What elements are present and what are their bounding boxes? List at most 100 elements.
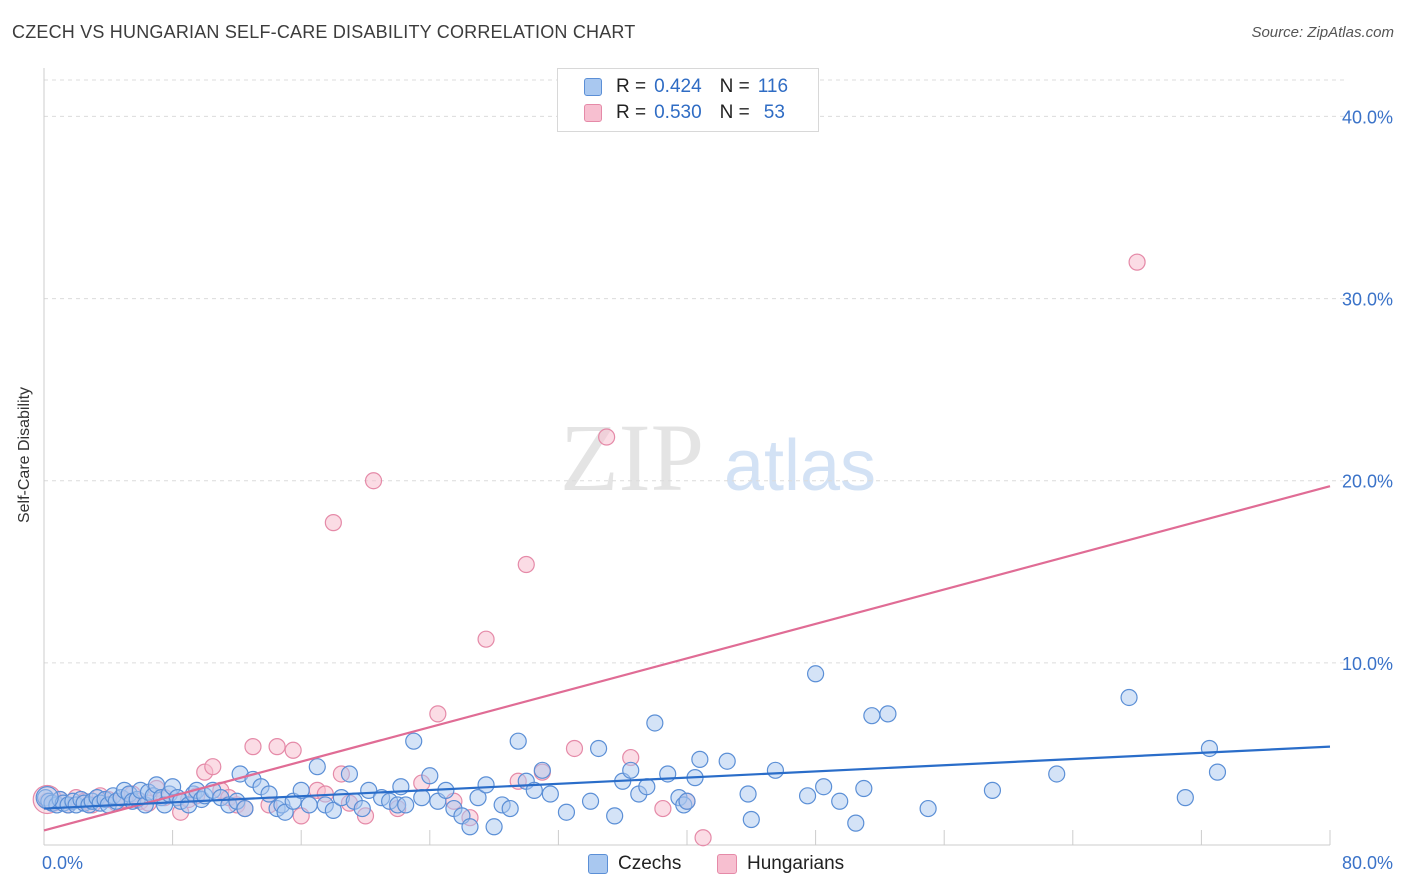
hungarian-point	[1128, 253, 1146, 271]
czech-point	[324, 801, 342, 819]
czech-point	[691, 750, 709, 768]
czech-point	[1176, 789, 1194, 807]
czech-point	[461, 818, 479, 836]
czech-point	[1120, 688, 1138, 707]
y-tick-label: 40.0%	[1342, 107, 1393, 127]
czech-point	[798, 787, 817, 805]
czech-point	[421, 767, 439, 785]
czech-point	[360, 781, 378, 799]
czech-point	[581, 792, 600, 810]
hungarians-legend-swatch	[717, 854, 737, 874]
y-tick-label: 10.0%	[1342, 654, 1393, 674]
y-axis-label: Self-Care Disability	[16, 386, 33, 524]
czech-point	[397, 796, 415, 814]
czech-point	[469, 789, 487, 807]
czech-point	[879, 705, 897, 723]
czech-point	[501, 799, 519, 818]
czech-point	[557, 803, 576, 821]
legend-r-value: 0.530	[654, 102, 702, 123]
legend-n-value: 116	[757, 76, 789, 97]
czech-point	[477, 776, 495, 794]
czech-point	[739, 785, 757, 803]
y-axis-label-wrap: Self-Care Disability	[16, 319, 34, 523]
czech-point	[533, 761, 551, 779]
czech-point	[863, 707, 881, 725]
bottom-legend-czechs: Czechs	[588, 851, 681, 877]
czech-point	[646, 714, 664, 732]
hungarians-trendline	[43, 485, 1331, 832]
czech-point	[1208, 763, 1227, 781]
hungarian-point	[429, 705, 447, 723]
hungarians-points	[32, 253, 1146, 847]
czech-point	[405, 732, 423, 750]
czech-point	[831, 792, 849, 810]
watermark-zip: ZIP	[560, 404, 704, 511]
y-tick-label: 20.0%	[1342, 472, 1393, 492]
hungarian-point	[694, 829, 712, 847]
grid	[44, 79, 1348, 664]
hungarian-point	[244, 738, 262, 756]
y-tick-labels: 10.0% 20.0% 30.0% 40.0%	[1342, 107, 1393, 673]
hungarian-point	[268, 738, 286, 756]
czech-point	[678, 792, 696, 810]
czech-point	[1048, 765, 1066, 783]
legend-r-value: 0.424	[654, 76, 702, 97]
y-tick-label: 30.0%	[1342, 290, 1393, 310]
czech-point	[292, 781, 310, 799]
czech-point	[1200, 739, 1219, 758]
hungarian-point	[284, 741, 302, 759]
legend-n-label: N =	[719, 102, 750, 123]
czechs-legend-swatch	[588, 854, 608, 874]
czech-point	[509, 732, 527, 750]
czech-point	[308, 758, 326, 776]
trendlines	[43, 485, 1331, 832]
czech-point	[815, 778, 833, 796]
x-tick-label: 80.0%	[1342, 853, 1393, 873]
hungarian-point	[204, 758, 222, 776]
czech-point	[485, 818, 503, 836]
czech-point	[983, 781, 1002, 799]
czech-point	[589, 739, 608, 758]
czech-point-cluster	[35, 786, 59, 810]
axes	[43, 68, 1331, 846]
hungarians-legend-label: Hungarians	[747, 853, 845, 874]
czechs-swatch	[584, 78, 602, 96]
legend-n-label: N =	[719, 76, 750, 97]
watermark-atlas: atlas	[724, 426, 876, 506]
czechs-trendline	[43, 745, 1331, 810]
czech-point	[413, 789, 431, 807]
hungarian-point	[517, 555, 535, 574]
x-tick-label: 0.0%	[42, 853, 83, 873]
hungarian-point	[324, 514, 342, 532]
czech-point	[919, 799, 937, 818]
czech-point	[525, 781, 543, 799]
hungarian-point	[364, 472, 383, 490]
czech-point	[847, 814, 865, 832]
hungarian-point	[477, 630, 495, 648]
czech-point	[541, 785, 559, 803]
czech-point	[622, 761, 640, 779]
chart-title: CZECH VS HUNGARIAN SELF-CARE DISABILITY …	[12, 22, 636, 42]
czech-point	[638, 778, 656, 796]
czech-point	[340, 765, 359, 783]
chart-source: Source: ZipAtlas.com	[1251, 24, 1394, 41]
correlation-legend: R = 0.424 N = 116 R = 0.530 N = 53	[557, 68, 819, 132]
czech-point	[806, 665, 825, 683]
czech-point	[236, 799, 254, 818]
czech-point	[855, 779, 873, 798]
legend-row-hungarians: R = 0.530 N = 53	[584, 101, 791, 125]
czech-point	[353, 799, 371, 818]
czechs-legend-label: Czechs	[618, 853, 682, 874]
czech-point	[718, 752, 736, 770]
legend-r-label: R =	[616, 76, 647, 97]
legend-n-value: 53	[763, 102, 785, 123]
hungarian-point	[598, 428, 616, 446]
x-tick-labels: 0.0% 80.0%	[42, 853, 1393, 873]
bottom-legend-hungarians: Hungarians	[717, 851, 844, 877]
watermark: ZIP atlas	[560, 404, 876, 511]
legend-row-czechs: R = 0.424 N = 116	[584, 75, 794, 99]
czech-point	[606, 807, 624, 825]
hungarians-swatch	[584, 104, 602, 122]
czech-point	[260, 785, 278, 803]
